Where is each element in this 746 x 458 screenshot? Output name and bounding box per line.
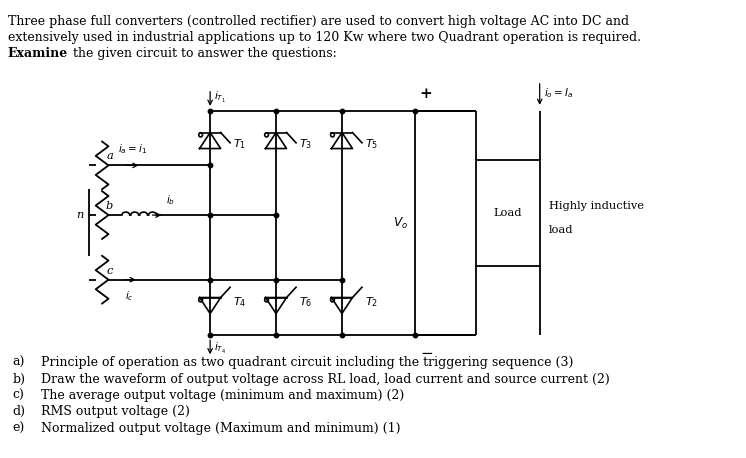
Text: extensively used in industrial applications up to 120 Kw where two Quadrant oper: extensively used in industrial applicati… bbox=[7, 31, 641, 44]
Text: $-$: $-$ bbox=[420, 345, 433, 359]
Text: +: + bbox=[420, 87, 433, 101]
Text: Principle of operation as two quadrant circuit including the triggering sequence: Principle of operation as two quadrant c… bbox=[41, 356, 573, 369]
Text: $V_o$: $V_o$ bbox=[392, 215, 408, 230]
Text: Draw the waveform of output voltage across RL load, load current and source curr: Draw the waveform of output voltage acro… bbox=[41, 372, 609, 386]
Text: Load: Load bbox=[493, 208, 522, 218]
Text: $T_5$: $T_5$ bbox=[365, 137, 378, 151]
Text: $i_c$: $i_c$ bbox=[125, 289, 134, 304]
Text: load: load bbox=[549, 225, 574, 235]
Text: $T_1$: $T_1$ bbox=[233, 137, 246, 151]
Text: $i_{T_1}$: $i_{T_1}$ bbox=[214, 90, 226, 105]
Text: a): a) bbox=[13, 356, 25, 369]
Text: Highly inductive: Highly inductive bbox=[549, 201, 644, 211]
Text: Normalized output voltage (Maximum and minimum) (1): Normalized output voltage (Maximum and m… bbox=[41, 422, 401, 435]
Text: $T_4$: $T_4$ bbox=[233, 295, 247, 309]
Text: $i_{T_4}$: $i_{T_4}$ bbox=[214, 341, 226, 356]
Bar bbox=[476, 160, 539, 266]
Text: Examine: Examine bbox=[7, 47, 68, 60]
Text: $i_a = i_1$: $i_a = i_1$ bbox=[118, 142, 147, 157]
Text: b: b bbox=[106, 201, 113, 211]
Text: RMS output voltage (2): RMS output voltage (2) bbox=[41, 405, 189, 418]
Text: n: n bbox=[76, 210, 84, 220]
Text: $i_b$: $i_b$ bbox=[166, 193, 175, 207]
Text: $i_o = I_a$: $i_o = I_a$ bbox=[545, 86, 574, 100]
Text: $T_6$: $T_6$ bbox=[299, 295, 313, 309]
Text: b): b) bbox=[13, 372, 25, 386]
Text: c: c bbox=[107, 266, 113, 276]
Text: e): e) bbox=[13, 422, 25, 435]
Text: a: a bbox=[107, 152, 113, 161]
Text: the given circuit to answer the questions:: the given circuit to answer the question… bbox=[69, 47, 337, 60]
Text: $T_2$: $T_2$ bbox=[365, 295, 378, 309]
Text: d): d) bbox=[13, 405, 25, 418]
Text: $T_3$: $T_3$ bbox=[299, 137, 313, 151]
Text: The average output voltage (minimum and maximum) (2): The average output voltage (minimum and … bbox=[41, 389, 404, 402]
Text: c): c) bbox=[13, 389, 25, 402]
Text: Three phase full converters (controlled rectifier) are used to convert high volt: Three phase full converters (controlled … bbox=[7, 15, 629, 28]
